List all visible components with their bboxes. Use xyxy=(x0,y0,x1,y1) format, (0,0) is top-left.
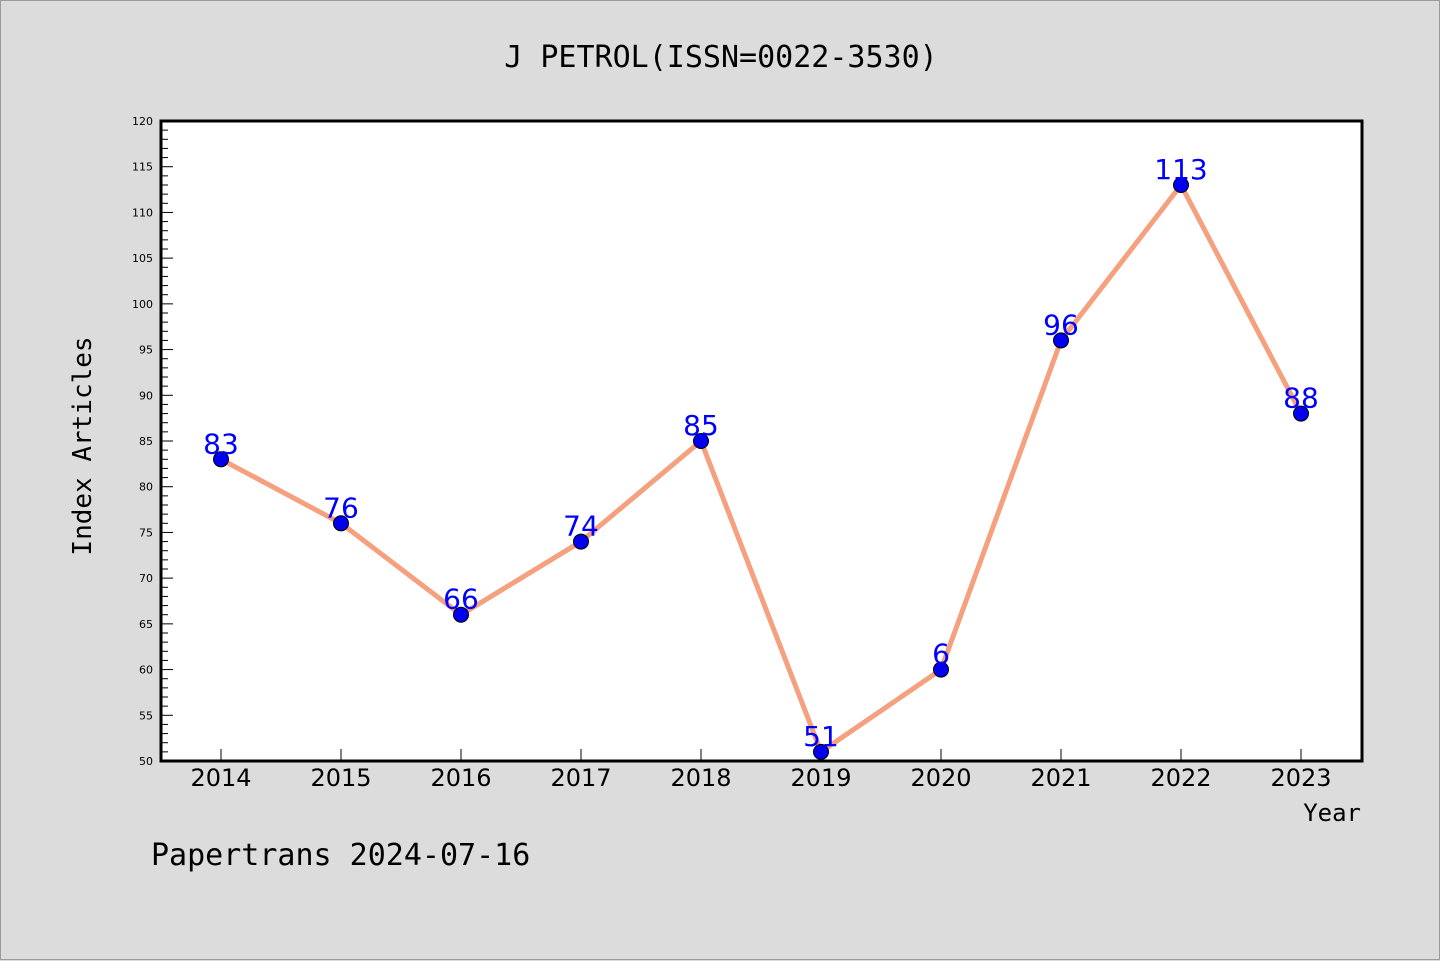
data-label: 83 xyxy=(203,427,239,460)
x-tick-label: 2019 xyxy=(790,764,851,792)
data-point xyxy=(453,606,469,623)
chart-title: J PETROL(ISSN=0022-3530) xyxy=(504,40,937,75)
footer-source: Papertrans 2024-07-16 xyxy=(151,838,530,873)
data-point xyxy=(1053,332,1069,349)
y-tick-label: 80 xyxy=(139,481,153,494)
data-labels: 83 76 66 74 85 51 6 96 113 88 xyxy=(203,153,1319,753)
data-point xyxy=(813,743,829,760)
y-tick-label: 105 xyxy=(132,252,153,265)
x-tick-label: 2015 xyxy=(310,764,371,792)
y-tick-label: 90 xyxy=(139,389,153,402)
data-point xyxy=(213,451,229,468)
series-line-group xyxy=(218,182,1304,755)
data-point xyxy=(933,661,949,678)
plot-border xyxy=(159,119,1364,763)
data-label: 96 xyxy=(1043,308,1079,341)
plot-area xyxy=(161,121,1362,761)
y-tick-label: 120 xyxy=(132,115,153,128)
y-axis-label: Index Articles xyxy=(68,336,98,555)
data-label: 66 xyxy=(443,583,479,616)
x-tick-label: 2018 xyxy=(670,764,731,792)
data-label: 85 xyxy=(683,409,719,442)
x-tick-label: 2014 xyxy=(190,764,251,792)
y-tick-label: 60 xyxy=(139,664,153,677)
data-label: 6 xyxy=(932,638,950,671)
data-label: 113 xyxy=(1154,153,1207,186)
data-point xyxy=(333,515,349,532)
data-points xyxy=(213,177,1309,760)
y-tick-label: 85 xyxy=(139,435,153,448)
y-tick-label: 70 xyxy=(139,572,153,585)
x-tick-label: 2021 xyxy=(1030,764,1091,792)
x-tick-label: 2020 xyxy=(910,764,971,792)
y-tick-label: 100 xyxy=(132,298,153,311)
y-tick-label: 115 xyxy=(132,161,153,174)
y-tick-label: 55 xyxy=(139,709,153,722)
data-label: 76 xyxy=(323,491,359,524)
series-line xyxy=(218,182,1304,755)
data-label: 51 xyxy=(803,720,839,753)
x-tick-label: 2023 xyxy=(1270,764,1331,792)
data-point xyxy=(1293,405,1309,422)
x-tick-label: 2016 xyxy=(430,764,491,792)
y-tick-label: 75 xyxy=(139,526,153,539)
y-tick-label: 65 xyxy=(139,618,153,631)
y-tick-label: 50 xyxy=(139,755,153,768)
data-label: 88 xyxy=(1283,382,1319,415)
x-tick-label: 2022 xyxy=(1150,764,1211,792)
data-label: 74 xyxy=(563,510,599,543)
data-point xyxy=(573,533,589,550)
x-tick-label: 2017 xyxy=(550,764,611,792)
y-tick-label: 110 xyxy=(132,206,153,219)
data-point xyxy=(693,433,709,449)
x-axis-label: Year xyxy=(1303,799,1361,827)
x-axis-ticks: 2014 2015 2016 2017 2018 2019 2020 2021 2022 2023 xyxy=(190,749,1332,792)
y-tick-label: 95 xyxy=(139,344,153,357)
data-point xyxy=(1173,177,1189,193)
